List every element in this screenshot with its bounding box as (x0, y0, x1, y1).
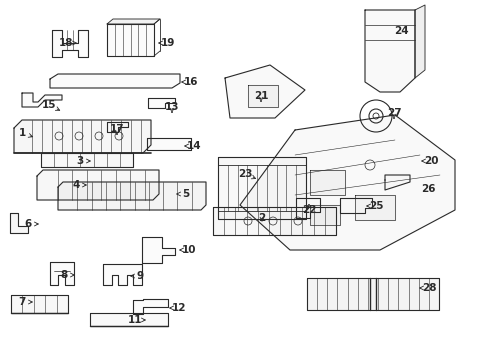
Polygon shape (10, 213, 28, 233)
Text: 19: 19 (161, 38, 175, 48)
Text: 9: 9 (136, 271, 144, 281)
Polygon shape (37, 170, 159, 200)
Text: 12: 12 (172, 303, 186, 313)
Polygon shape (307, 278, 439, 310)
Text: 13: 13 (165, 102, 179, 112)
Polygon shape (103, 264, 142, 285)
Polygon shape (240, 115, 455, 250)
Text: 3: 3 (76, 156, 84, 166)
Polygon shape (107, 122, 128, 132)
Text: 8: 8 (60, 270, 68, 280)
Polygon shape (365, 10, 415, 92)
Text: 10: 10 (182, 245, 196, 255)
Text: 14: 14 (187, 141, 201, 151)
Polygon shape (248, 85, 278, 107)
Text: 5: 5 (182, 189, 190, 199)
Text: 7: 7 (18, 297, 25, 307)
Polygon shape (310, 170, 345, 195)
Polygon shape (90, 313, 168, 326)
Text: 16: 16 (184, 77, 198, 87)
Polygon shape (148, 98, 175, 108)
Polygon shape (107, 19, 160, 24)
Text: 15: 15 (42, 100, 56, 110)
Polygon shape (50, 74, 180, 88)
Text: 6: 6 (24, 219, 32, 229)
Polygon shape (147, 138, 191, 150)
Polygon shape (52, 30, 88, 57)
Text: 4: 4 (73, 180, 80, 190)
Polygon shape (415, 5, 425, 78)
Polygon shape (218, 157, 306, 219)
Text: 17: 17 (110, 124, 124, 134)
Text: 22: 22 (302, 205, 316, 215)
Polygon shape (11, 295, 68, 313)
Polygon shape (355, 195, 395, 220)
Polygon shape (385, 175, 410, 190)
Polygon shape (213, 207, 336, 235)
Polygon shape (296, 198, 320, 218)
Text: 2: 2 (258, 213, 266, 223)
Text: 11: 11 (128, 315, 142, 325)
Text: 26: 26 (421, 184, 435, 194)
Polygon shape (58, 182, 206, 210)
Text: 20: 20 (424, 156, 438, 166)
Text: 23: 23 (238, 169, 252, 179)
Polygon shape (340, 198, 372, 213)
Polygon shape (133, 299, 168, 314)
Polygon shape (22, 93, 62, 107)
Polygon shape (225, 65, 305, 118)
Polygon shape (107, 24, 154, 56)
Polygon shape (310, 205, 340, 225)
Text: 18: 18 (59, 38, 73, 48)
Text: 24: 24 (393, 26, 408, 36)
Polygon shape (50, 262, 74, 285)
Text: 27: 27 (387, 108, 401, 118)
Text: 1: 1 (19, 128, 25, 138)
Text: 21: 21 (254, 91, 268, 101)
Polygon shape (142, 237, 175, 263)
Polygon shape (14, 120, 151, 153)
Text: 25: 25 (369, 201, 383, 211)
Text: 28: 28 (422, 283, 436, 293)
Polygon shape (41, 153, 133, 167)
